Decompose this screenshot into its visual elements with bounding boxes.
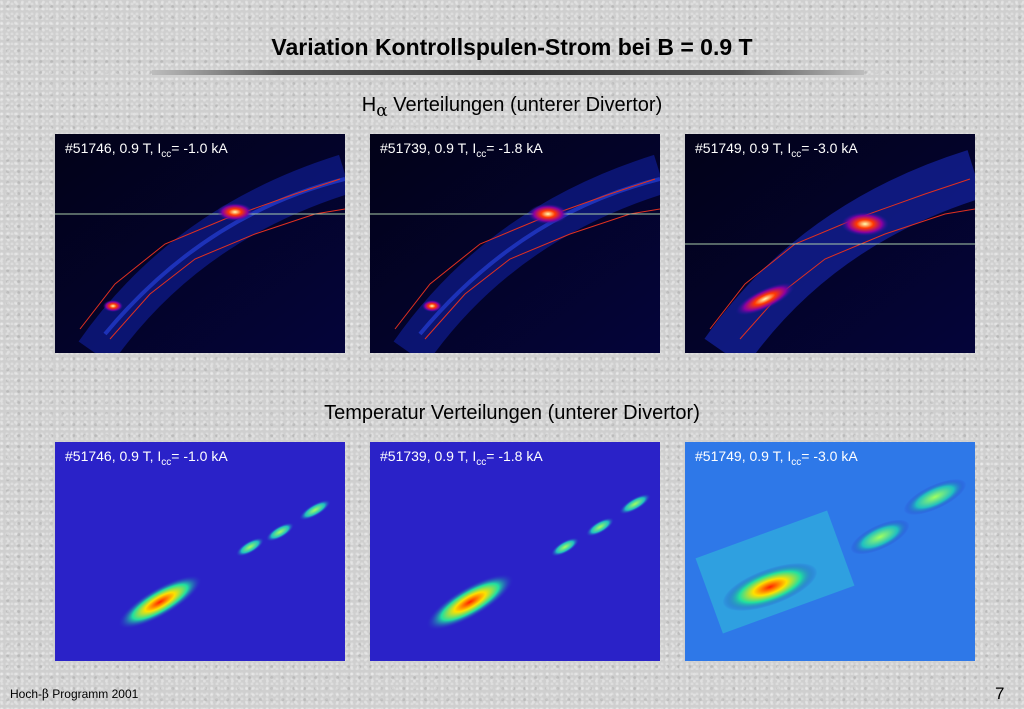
temperature-section-heading: Temperatur Verteilungen (unterer Diverto… <box>324 402 700 424</box>
halpha-image-51749: #51749, 0.9 T, Icc= -3.0 kA <box>685 134 975 353</box>
alpha-symbol: α <box>376 101 388 121</box>
beta-symbol: β <box>42 687 49 701</box>
panel-caption: #51739, 0.9 T, Icc= -1.8 kA <box>380 140 543 160</box>
halpha-section-heading: Hα Verteilungen (unterer Divertor) <box>361 94 663 121</box>
temperature-image-51739: #51739, 0.9 T, Icc= -1.8 kA <box>370 442 660 661</box>
page-number: 7 <box>995 684 1005 703</box>
temperature-image-51746: #51746, 0.9 T, Icc= -1.0 kA <box>55 442 345 661</box>
title-underline <box>152 70 864 75</box>
panel-caption: #51749, 0.9 T, Icc= -3.0 kA <box>695 448 858 468</box>
panel-caption: #51746, 0.9 T, Icc= -1.0 kA <box>65 448 228 468</box>
halpha-image-51746: #51746, 0.9 T, Icc= -1.0 kA <box>55 134 345 353</box>
footer-program-label: Hoch-β Programm 2001 <box>10 687 139 701</box>
panel-caption: #51749, 0.9 T, Icc= -3.0 kA <box>695 140 858 160</box>
slide-title: Variation Kontrollspulen-Strom bei B = 0… <box>271 34 753 60</box>
panel-caption: #51746, 0.9 T, Icc= -1.0 kA <box>65 140 228 160</box>
temperature-image-51749: #51749, 0.9 T, Icc= -3.0 kA <box>685 442 975 661</box>
panel-caption: #51739, 0.9 T, Icc= -1.8 kA <box>380 448 543 468</box>
halpha-image-51739: #51739, 0.9 T, Icc= -1.8 kA <box>370 134 660 353</box>
